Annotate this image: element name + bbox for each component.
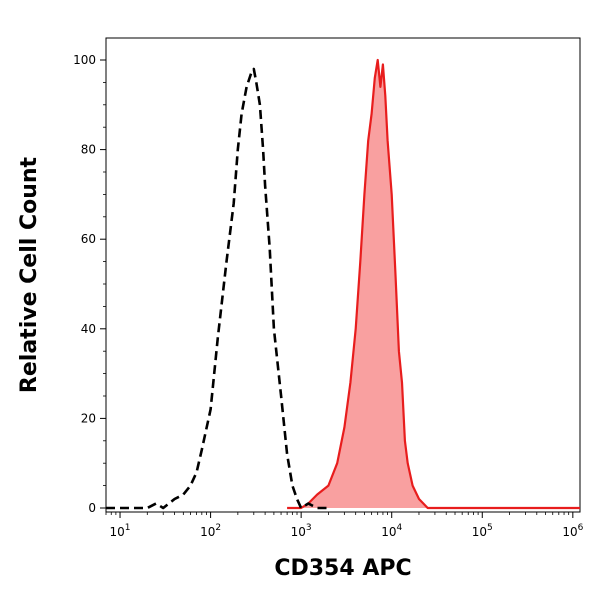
ticks-layer: 0 20 40 60 80 100 101 102 103 104 105 106	[73, 53, 584, 539]
y-tick-label-0: 0	[88, 501, 96, 515]
series-line-1	[287, 58, 580, 510]
plot-frame	[105, 37, 581, 513]
x-axis-title: CD354 APC	[274, 556, 411, 581]
y-tick-label-4: 80	[81, 143, 96, 157]
y-tick-label-2: 40	[81, 322, 96, 336]
series-fill-1	[287, 60, 580, 508]
series-layer	[106, 58, 580, 510]
x-tick-label-2: 103	[291, 523, 312, 539]
y-tick-label-3: 60	[81, 232, 96, 246]
series-dashed-line-0	[106, 67, 329, 510]
y-tick-label-5: 100	[73, 53, 96, 67]
x-tick-label-1: 102	[200, 523, 221, 539]
y-tick-label-1: 20	[81, 411, 96, 425]
y-axis-title: Relative Cell Count	[17, 156, 42, 393]
x-tick-label-5: 106	[562, 523, 583, 539]
x-tick-label-4: 105	[472, 523, 493, 539]
x-tick-label-3: 104	[381, 523, 402, 539]
x-tick-label-0: 101	[110, 523, 131, 539]
